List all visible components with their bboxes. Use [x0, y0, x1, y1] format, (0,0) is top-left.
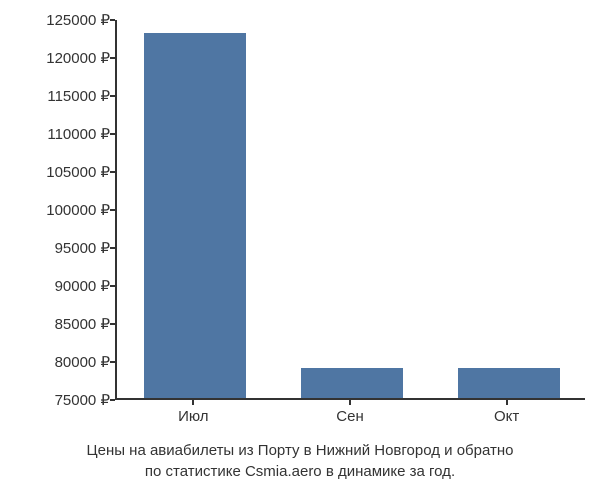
x-tick-mark	[349, 400, 351, 405]
price-chart: 75000 ₽ 80000 ₽ 85000 ₽ 90000 ₽ 95000 ₽ 10000…	[0, 0, 600, 500]
x-tick-label: Сен	[336, 408, 363, 425]
y-tick-label: 110000 ₽	[47, 125, 110, 143]
y-tick-mark	[110, 95, 115, 97]
y-tick-mark	[110, 285, 115, 287]
y-tick-label: 95000 ₽	[55, 239, 110, 257]
x-tick-label: Окт	[494, 408, 519, 425]
plot-area	[115, 20, 585, 400]
y-tick-mark	[110, 171, 115, 173]
chart-caption: Цены на авиабилеты из Порту в Нижний Нов…	[0, 440, 600, 482]
y-tick-label: 90000 ₽	[55, 277, 110, 295]
y-tick-label: 115000 ₽	[47, 87, 110, 105]
y-tick-label: 80000 ₽	[55, 353, 110, 371]
x-tick-mark	[192, 400, 194, 405]
y-tick-label: 85000 ₽	[55, 315, 110, 333]
bar	[301, 368, 403, 398]
y-tick-mark	[110, 19, 115, 21]
y-tick-label: 120000 ₽	[46, 49, 110, 67]
y-tick-mark	[110, 57, 115, 59]
bar	[144, 33, 246, 398]
x-tick-mark	[506, 400, 508, 405]
bar	[458, 368, 560, 398]
y-tick-mark	[110, 361, 115, 363]
y-tick-label: 105000 ₽	[46, 163, 110, 181]
y-tick-mark	[110, 209, 115, 211]
caption-line-2: по статистике Csmia.aero в динамике за г…	[0, 461, 600, 482]
caption-line-1: Цены на авиабилеты из Порту в Нижний Нов…	[0, 440, 600, 461]
x-tick-label: Июл	[178, 408, 208, 425]
y-tick-mark	[110, 247, 115, 249]
y-tick-label: 75000 ₽	[55, 391, 110, 409]
y-tick-mark	[110, 133, 115, 135]
y-tick-mark	[110, 399, 115, 401]
y-tick-label: 100000 ₽	[46, 201, 110, 219]
y-tick-mark	[110, 323, 115, 325]
y-tick-label: 125000 ₽	[46, 11, 110, 29]
